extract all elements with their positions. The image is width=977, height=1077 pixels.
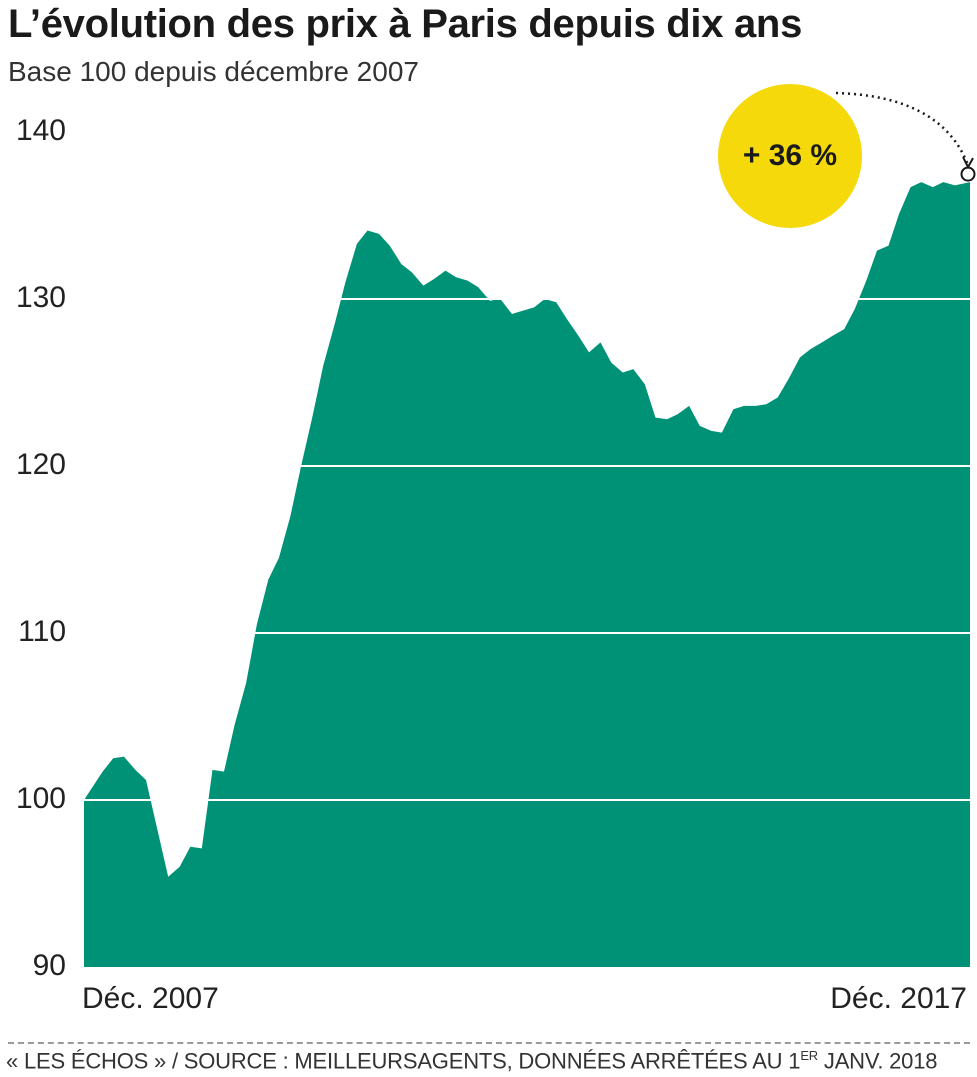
price-index-area [84, 182, 970, 968]
y-tick-label-140: 140 [15, 114, 66, 147]
y-tick-label-130: 130 [15, 281, 66, 314]
source-credit-main: « LES ÉCHOS » / SOURCE : MEILLEURSAGENTS… [6, 1048, 801, 1074]
x-axis-end-label: Déc. 2017 [830, 982, 967, 1015]
source-credit-end: JANV. 2018 [817, 1048, 938, 1074]
x-axis-start-label: Déc. 2007 [82, 982, 219, 1015]
chart-subtitle: Base 100 depuis décembre 2007 [8, 56, 419, 87]
y-tick-label-90: 90 [32, 949, 66, 982]
end-point-marker [960, 166, 976, 182]
y-tick-label-110: 110 [18, 615, 66, 648]
y-tick-label-120: 120 [15, 448, 66, 481]
change-badge: + 36 % [718, 84, 862, 228]
footer-divider [8, 1042, 970, 1044]
y-tick-label-100: 100 [15, 782, 66, 815]
change-badge-label: + 36 % [742, 139, 838, 172]
chart-title: L’évolution des prix à Paris depuis dix … [8, 2, 803, 46]
source-credit-superscript: ER [800, 1048, 818, 1063]
source-credit: « LES ÉCHOS » / SOURCE : MEILLEURSAGENTS… [6, 1048, 937, 1074]
